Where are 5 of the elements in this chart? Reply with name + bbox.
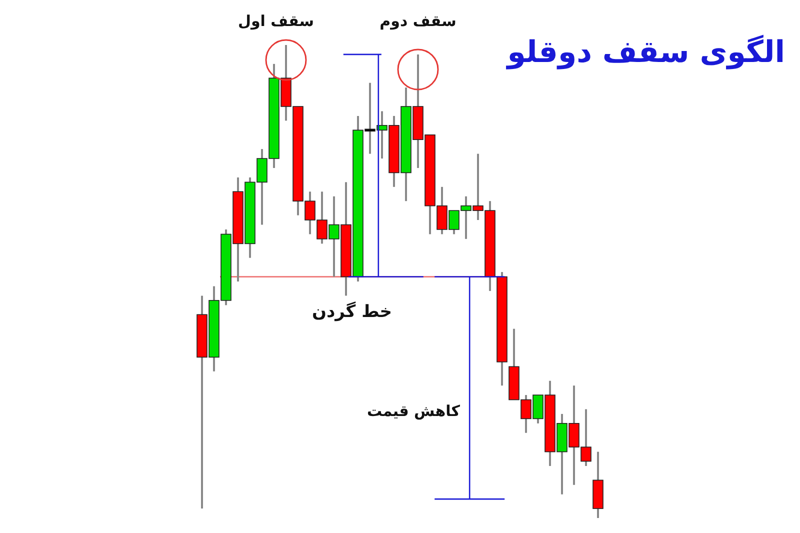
annotation: کاهش قیمت bbox=[366, 402, 460, 420]
annotation: سقف دوم bbox=[380, 12, 456, 30]
ref-line-label: خط گردن bbox=[312, 300, 392, 322]
annotation: سقف اول bbox=[238, 12, 314, 30]
title: الگوی سقف دوقلو bbox=[507, 35, 785, 70]
